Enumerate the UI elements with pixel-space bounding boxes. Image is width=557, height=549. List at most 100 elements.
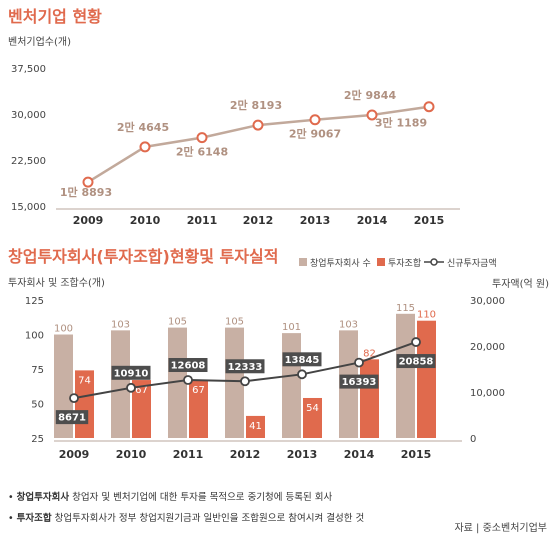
investment-value-box bbox=[396, 354, 436, 369]
bar-label-funds: 67 bbox=[192, 385, 205, 396]
chart1-data-label: 2만 4645 bbox=[117, 120, 169, 134]
chart1-ylabel: 벤처기업수(개) bbox=[8, 35, 71, 48]
note-term-companies: 창업투자회사 bbox=[16, 492, 70, 503]
chart2-y-tick-label: 25 bbox=[31, 434, 44, 445]
note-text-funds: 창업투자회사가 정부 창업지원기금과 일반인을 조합원으로 참여시켜 결성한 것 bbox=[54, 513, 365, 524]
legend-label-funds: 투자조합 bbox=[388, 258, 421, 269]
chart1-data-point bbox=[82, 176, 94, 188]
bar-funds bbox=[303, 397, 322, 438]
chart2-y2-tick-label: 0 bbox=[470, 434, 476, 445]
bar-companies bbox=[168, 327, 187, 438]
chart2-x-tick-label: 2014 bbox=[344, 448, 375, 461]
chart2-x-tick-label: 2010 bbox=[116, 448, 147, 461]
investment-value-label: 20858 bbox=[399, 357, 434, 368]
chart1-x-tick-label: 2012 bbox=[243, 214, 274, 227]
chart2-y2-tick-label: 10,000 bbox=[470, 388, 505, 399]
chart1-data-label: 2만 8193 bbox=[230, 98, 282, 112]
chart1-data-label: 3만 1189 bbox=[375, 116, 427, 130]
investment-value-label: 10910 bbox=[114, 368, 149, 379]
chart2-x-tick-label: 2011 bbox=[173, 448, 204, 461]
chart1-x-tick-label: 2014 bbox=[357, 214, 388, 227]
chart1-x-tick-label: 2011 bbox=[187, 214, 218, 227]
chart2-investment-point bbox=[411, 337, 421, 347]
bar-funds bbox=[132, 380, 151, 438]
chart1-data-point bbox=[196, 132, 208, 144]
investment-value-label: 16393 bbox=[342, 377, 377, 388]
note-bullet: • bbox=[8, 513, 14, 524]
investment-value-box bbox=[111, 365, 151, 380]
legend-swatch-companies bbox=[299, 258, 307, 266]
chart1-data-point bbox=[252, 119, 264, 131]
chart2-investment-point bbox=[183, 375, 193, 385]
chart2-investment-point bbox=[126, 382, 136, 393]
chart1-data-label: 2만 6148 bbox=[176, 145, 228, 159]
bar-label-companies: 100 bbox=[54, 324, 73, 335]
bar-label-companies: 103 bbox=[339, 319, 358, 330]
chart1-data-point bbox=[423, 101, 435, 113]
chart2-y2-tick-label: 30,000 bbox=[470, 296, 505, 307]
note-term-funds: 투자조합 bbox=[16, 513, 52, 524]
chart1-data-point bbox=[309, 114, 321, 126]
bar-label-funds: 82 bbox=[363, 348, 376, 359]
investment-value-box bbox=[168, 358, 208, 373]
legend-swatch-funds bbox=[377, 258, 385, 266]
chart1-title: 벤처기업 현황 bbox=[8, 7, 102, 26]
chart2-title: 창업투자회사(투자조합)현황및 투자실적 bbox=[8, 247, 278, 266]
chart1-x-tick-label: 2013 bbox=[300, 214, 331, 227]
chart2-x-tick-label: 2012 bbox=[230, 448, 261, 461]
bar-label-funds: 41 bbox=[249, 421, 262, 432]
bar-label-funds: 74 bbox=[78, 375, 91, 386]
legend-marker-investment bbox=[430, 258, 438, 266]
bar-label-companies: 115 bbox=[396, 303, 415, 314]
bar-funds bbox=[417, 320, 436, 438]
legend-label-investment: 신규투자금액 bbox=[447, 257, 497, 269]
chart2-investment-point bbox=[354, 357, 364, 368]
bar-label-companies: 105 bbox=[168, 317, 187, 328]
bar-label-funds: 54 bbox=[306, 403, 319, 414]
bar-funds bbox=[360, 359, 379, 438]
chart1-x-tick-label: 2009 bbox=[73, 214, 104, 227]
bar-label-companies: 105 bbox=[225, 317, 244, 328]
bar-funds bbox=[189, 380, 208, 438]
chart2-x-tick-label: 2013 bbox=[287, 448, 318, 461]
chart2-ylabel: 투자회사 및 조합수(개) bbox=[8, 277, 105, 289]
chart1-data-label: 2만 9844 bbox=[344, 88, 397, 102]
investment-value-box bbox=[55, 410, 89, 425]
chart2-investment-point bbox=[240, 376, 250, 387]
investment-value-box bbox=[339, 374, 379, 389]
bar-companies bbox=[396, 313, 415, 438]
investment-value-label: 12608 bbox=[171, 361, 206, 372]
chart1-x-tick-label: 2010 bbox=[130, 214, 161, 227]
chart1-x-tick-label: 2015 bbox=[414, 214, 445, 227]
bar-label-companies: 103 bbox=[111, 319, 130, 330]
bar-companies bbox=[111, 330, 130, 438]
investment-value-label: 12333 bbox=[228, 362, 263, 373]
chart2-y-tick-label: 75 bbox=[31, 365, 44, 376]
chart1-data-point bbox=[139, 141, 151, 153]
chart2-y2-tick-label: 20,000 bbox=[470, 342, 505, 353]
bar-label-funds: 67 bbox=[135, 385, 148, 396]
chart2-x-tick-label: 2009 bbox=[59, 448, 90, 461]
investment-value-box bbox=[225, 359, 265, 374]
chart2-y-tick-label: 50 bbox=[31, 400, 44, 411]
investment-value-label: 13845 bbox=[285, 355, 320, 366]
note-funds: • 투자조합 창업투자회사가 정부 창업지원기금과 일반인을 조합원으로 참여시… bbox=[8, 510, 364, 524]
bar-companies bbox=[282, 333, 301, 438]
chart1-data-point bbox=[366, 109, 378, 121]
chart1-data-label: 1만 8893 bbox=[60, 185, 112, 199]
note-companies: • 창업투자회사 창업자 및 벤처기업에 대한 투자를 목적으로 중기청에 등록… bbox=[8, 489, 332, 503]
investment-value-label: 8671 bbox=[58, 413, 86, 424]
bar-companies bbox=[225, 327, 244, 438]
bar-label-funds: 110 bbox=[417, 310, 436, 321]
chart1-y-tick-label: 37,500 bbox=[11, 64, 46, 75]
investment-value-box bbox=[282, 352, 322, 367]
note-bullet: • bbox=[8, 492, 14, 503]
chart2-y2label: 투자액(억 원) bbox=[492, 278, 549, 290]
note-text-companies: 창업자 및 벤처기업에 대한 투자를 목적으로 중기청에 등록된 회사 bbox=[72, 492, 333, 503]
chart2-investment-point bbox=[69, 393, 79, 404]
chart1-data-label: 2만 9067 bbox=[289, 127, 341, 141]
bar-funds bbox=[246, 415, 265, 438]
legend-label-companies: 창업투자회사 수 bbox=[310, 258, 371, 269]
